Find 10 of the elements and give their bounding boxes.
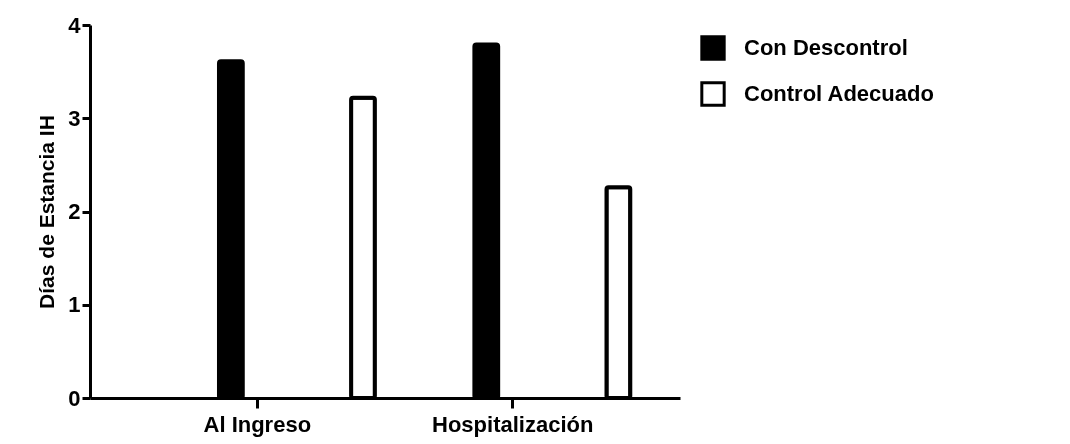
y-tick-label: 4 — [68, 12, 82, 38]
legend-label: Con Descontrol — [744, 35, 908, 60]
y-tick-label: 1 — [68, 292, 81, 318]
legend-label: Control Adecuado — [744, 81, 934, 106]
x-tick-label: Hospitalización — [432, 411, 594, 437]
y-tick-label: 2 — [68, 199, 81, 224]
x-tick-label: Al Ingreso — [203, 411, 312, 437]
y-tick-label: 0 — [68, 385, 81, 411]
y-tick-label: 3 — [68, 105, 81, 131]
y-axis-title: Días de Estancia IH — [35, 115, 59, 309]
